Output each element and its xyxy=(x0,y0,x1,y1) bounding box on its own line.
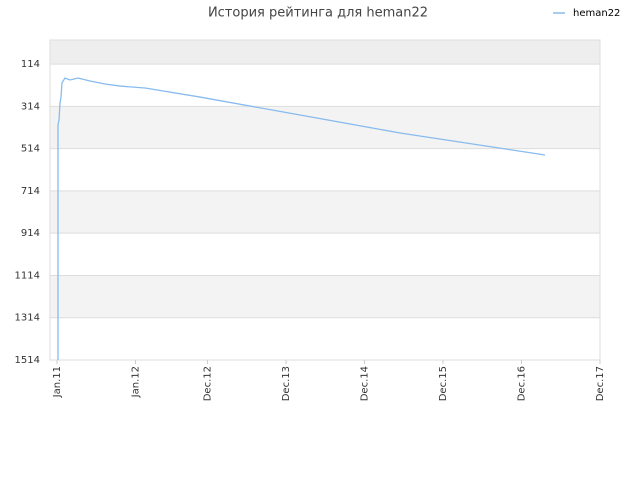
x-tick-label: Dec.14 xyxy=(359,366,370,401)
band xyxy=(50,106,600,149)
y-tick-label: 1314 xyxy=(15,313,40,324)
y-tick-label: 714 xyxy=(21,186,40,197)
x-tick-label: Dec.13 xyxy=(281,366,292,401)
band xyxy=(50,317,600,360)
x-tick-label: Dec.15 xyxy=(438,366,449,401)
band xyxy=(50,64,600,107)
x-tick-label: Dec.12 xyxy=(202,366,213,401)
data-line xyxy=(57,77,546,360)
band xyxy=(50,148,600,191)
plot-frame xyxy=(49,39,601,361)
y-tick-label: 314 xyxy=(21,101,40,112)
y-tick-label: 514 xyxy=(21,144,40,155)
x-tick-label: Jan.12 xyxy=(131,366,142,398)
x-tick-label: Dec.16 xyxy=(516,366,527,401)
band xyxy=(50,233,600,276)
x-tick-label: Jan.11 xyxy=(52,366,63,398)
band xyxy=(50,40,600,65)
x-tick-label: Dec.17 xyxy=(595,366,606,401)
y-tick-label: 914 xyxy=(21,228,40,239)
band xyxy=(50,275,600,318)
legend-label: heman22 xyxy=(573,8,620,19)
y-tick-label: 1514 xyxy=(15,355,40,366)
y-tick-label: 114 xyxy=(21,59,40,70)
chart-title: История рейтинга для heman22 xyxy=(208,6,428,21)
y-tick-label: 1114 xyxy=(15,270,40,281)
band xyxy=(50,190,600,234)
